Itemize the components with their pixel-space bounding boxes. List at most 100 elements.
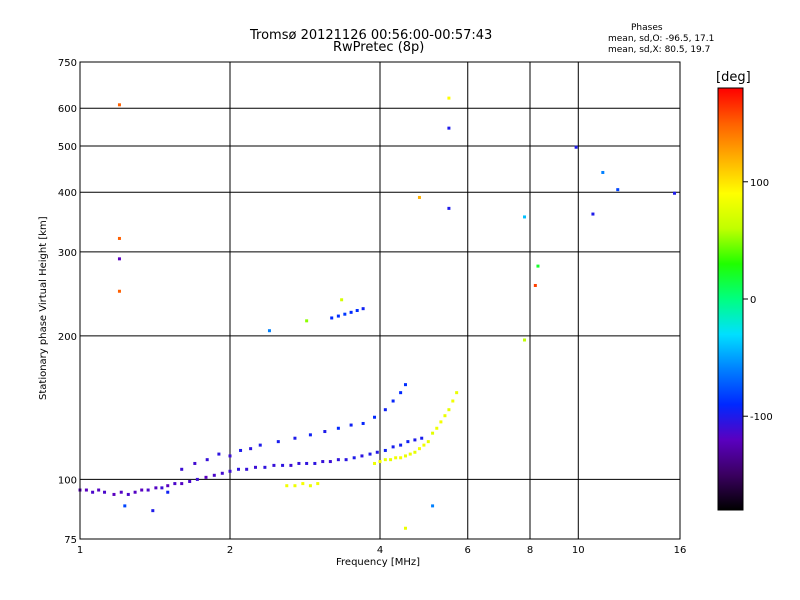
data-point: [239, 448, 243, 452]
data-point: [212, 473, 216, 477]
data-point: [403, 526, 407, 530]
data-point: [523, 215, 527, 219]
data-point: [383, 448, 387, 452]
data-point: [340, 298, 344, 302]
data-point: [173, 482, 177, 486]
data-point: [316, 482, 320, 486]
data-point: [408, 452, 412, 456]
data-point: [188, 479, 192, 483]
data-point: [263, 465, 267, 469]
data-point: [204, 475, 208, 479]
data-point: [281, 463, 285, 467]
data-point: [391, 399, 395, 403]
colorbar: [717, 87, 744, 511]
chart-subtitle: RwPretec (8p): [333, 40, 425, 55]
y-tick-label: 75: [64, 535, 77, 546]
data-point: [249, 447, 253, 451]
y-tick-label: 500: [58, 142, 77, 153]
data-point: [140, 488, 144, 492]
data-point: [193, 461, 197, 465]
phases-legend-o-stats: mean, sd,O: -96.5, 17.1: [608, 34, 715, 44]
data-point: [373, 461, 377, 465]
data-point: [591, 212, 595, 216]
data-point: [91, 490, 95, 494]
data-point: [117, 289, 121, 293]
data-point: [228, 454, 232, 458]
x-tick-label: 10: [572, 545, 585, 556]
data-point: [417, 195, 421, 199]
data-point: [383, 408, 387, 412]
data-point: [403, 383, 407, 387]
data-point: [323, 430, 327, 434]
y-ticks: 75 100 200 300 400 500 600 750: [58, 58, 77, 546]
data-point: [375, 450, 379, 454]
data-point: [533, 283, 537, 287]
data-point: [403, 454, 407, 458]
data-point: [305, 461, 309, 465]
data-point: [205, 458, 209, 462]
data-point: [313, 461, 317, 465]
data-point: [383, 458, 387, 462]
data-point: [420, 436, 424, 440]
data-point: [146, 488, 150, 492]
y-tick-label: 200: [58, 332, 77, 343]
data-point: [166, 490, 170, 494]
data-point: [133, 490, 137, 494]
data-point: [355, 308, 359, 312]
data-point: [117, 103, 121, 107]
colorbar-ticks: 100 0 -100: [743, 178, 773, 423]
data-point: [180, 482, 184, 486]
data-point: [195, 477, 199, 481]
data-point: [228, 469, 232, 473]
data-point: [236, 467, 240, 471]
data-point: [336, 426, 340, 430]
data-point: [276, 440, 280, 444]
plot-frame: [79, 61, 681, 540]
data-point: [289, 463, 293, 467]
data-point: [616, 188, 620, 192]
data-point: [673, 191, 677, 195]
data-point: [160, 486, 164, 490]
data-point: [220, 471, 224, 475]
data-point: [394, 456, 398, 460]
data-point: [447, 126, 451, 130]
data-point: [119, 490, 123, 494]
data-point: [349, 310, 353, 314]
data-point: [417, 447, 421, 451]
y-tick-label: 100: [58, 475, 77, 486]
x-tick-label: 16: [674, 545, 687, 556]
data-point: [435, 426, 439, 430]
data-point: [447, 206, 451, 210]
data-points: [78, 96, 677, 530]
data-point: [361, 421, 365, 425]
data-point: [180, 467, 184, 471]
data-point: [330, 316, 334, 320]
data-point: [601, 170, 605, 174]
data-point: [308, 433, 312, 437]
x-tick-label: 6: [465, 545, 471, 556]
colorbar-tick-label: 100: [750, 178, 769, 189]
data-point: [406, 440, 410, 444]
data-point: [389, 458, 393, 462]
colorbar-label: [deg]: [716, 70, 751, 85]
data-point: [426, 440, 430, 444]
data-point: [443, 414, 447, 418]
data-point: [399, 456, 403, 460]
y-tick-label: 400: [58, 188, 77, 199]
y-tick-label: 600: [58, 104, 77, 115]
data-point: [439, 420, 443, 424]
phases-legend-title: Phases: [631, 23, 663, 33]
data-point: [267, 329, 271, 333]
data-point: [455, 391, 459, 395]
colorbar-tick-label: -100: [750, 412, 773, 423]
data-point: [217, 452, 221, 456]
x-tick-label: 8: [527, 545, 533, 556]
data-point: [103, 490, 107, 494]
chart-title: Tromsø 20121126 00:56:00-00:57:43: [250, 28, 493, 43]
data-point: [97, 488, 101, 492]
data-point: [451, 399, 455, 403]
data-point: [422, 443, 426, 447]
data-point: [447, 96, 451, 100]
data-point: [344, 458, 348, 462]
x-axis-label: Frequency [MHz]: [336, 557, 421, 568]
